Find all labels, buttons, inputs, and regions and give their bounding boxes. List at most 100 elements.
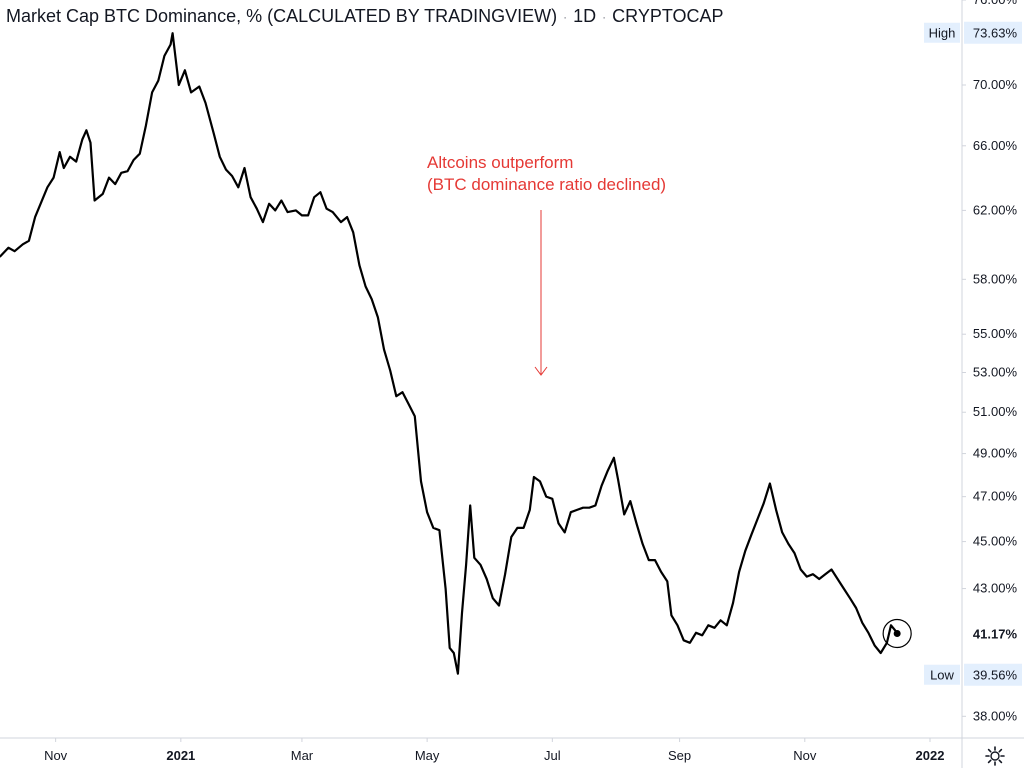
data-point [720, 619, 722, 621]
data-point [629, 500, 631, 502]
data-point [126, 170, 129, 172]
data-point [486, 578, 488, 580]
annotation-arrow-head [534, 366, 548, 376]
high-marker: High 73.63% [924, 21, 1022, 44]
title-separator: · [563, 10, 568, 25]
data-point [707, 624, 709, 626]
data-point [533, 476, 535, 478]
marker-value: 41.17% [973, 627, 1018, 642]
data-point [213, 132, 215, 134]
data-point [732, 602, 734, 604]
data-point [389, 369, 391, 372]
x-tick-label: Nov [44, 748, 68, 763]
data-point [46, 186, 49, 188]
data-point [769, 482, 771, 485]
data-point [890, 624, 892, 626]
y-tick-label: 45.00% [973, 534, 1018, 549]
data-point [775, 509, 777, 511]
x-tick-label: Jul [544, 748, 561, 763]
data-point [594, 504, 597, 507]
data-point [7, 247, 10, 249]
data-point [69, 156, 71, 158]
x-tick-label: May [415, 748, 440, 763]
series-line[interactable] [0, 32, 899, 675]
x-tick-label: Mar [291, 748, 314, 763]
data-point [364, 285, 367, 288]
data-point [648, 559, 650, 561]
data-point [169, 43, 172, 46]
data-point [756, 518, 759, 520]
data-point [340, 221, 342, 223]
interval-label[interactable]: 1D [573, 6, 597, 26]
data-point [806, 576, 808, 578]
data-point [332, 211, 334, 213]
y-tick-label: 70.00% [973, 77, 1018, 92]
exchange-label: CRYPTOCAP [612, 6, 724, 26]
y-tick-label: 58.00% [973, 271, 1018, 286]
data-point [623, 513, 625, 515]
data-point [319, 191, 322, 193]
data-point [473, 557, 475, 559]
data-point [280, 199, 283, 202]
symbol-name: Market Cap BTC Dominance, % (CALCULATED … [6, 6, 558, 26]
data-point [613, 457, 615, 459]
data-point [689, 642, 691, 644]
data-point [824, 573, 826, 575]
gear-icon[interactable] [984, 745, 1006, 767]
y-tick-label: 66.00% [973, 138, 1018, 153]
data-point [600, 485, 603, 487]
marker-label: High [929, 26, 956, 41]
data-point [151, 91, 153, 93]
data-point [178, 84, 180, 86]
data-point [301, 214, 303, 217]
data-point [812, 573, 814, 575]
data-point [85, 129, 88, 131]
data-point [401, 391, 404, 393]
data-point [59, 151, 61, 153]
data-point [22, 243, 24, 245]
data-point [660, 571, 662, 573]
data-point [139, 153, 141, 155]
data-point [576, 509, 578, 511]
data-point [800, 568, 802, 571]
data-point [295, 209, 297, 212]
data-point [286, 211, 289, 213]
data-point [63, 167, 65, 169]
data-point [738, 571, 740, 573]
data-point [184, 69, 186, 71]
data-point [445, 587, 447, 590]
data-point [469, 504, 471, 507]
data-point [346, 216, 348, 218]
data-point [250, 196, 252, 198]
data-point [695, 632, 697, 634]
data-point [830, 568, 833, 571]
data-point [157, 79, 159, 82]
x-tick-label: 2022 [916, 748, 945, 763]
data-point [120, 172, 122, 174]
data-point [94, 199, 96, 202]
data-point [262, 221, 264, 223]
annotation-line-2: (BTC dominance ratio declined) [427, 175, 667, 194]
data-point [198, 85, 200, 88]
data-point [744, 550, 746, 552]
data-point [570, 511, 572, 513]
data-point [861, 622, 863, 624]
data-point [307, 214, 309, 217]
data-point [163, 55, 166, 57]
last-point-dot [893, 630, 901, 638]
data-point [867, 632, 870, 634]
last-price-badge: 41.17% [964, 622, 1022, 645]
marker-label: Low [930, 668, 954, 683]
chart-title: Market Cap BTC Dominance, % (CALCULATED … [6, 6, 724, 27]
data-point [763, 502, 765, 504]
data-point [40, 201, 42, 203]
data-point [666, 580, 668, 582]
data-point [676, 624, 679, 626]
data-point [172, 32, 174, 34]
data-point [461, 612, 463, 614]
y-tick-label: 76.00% [973, 0, 1018, 7]
data-point [243, 167, 246, 169]
data-point [582, 507, 584, 509]
data-point [557, 522, 560, 524]
